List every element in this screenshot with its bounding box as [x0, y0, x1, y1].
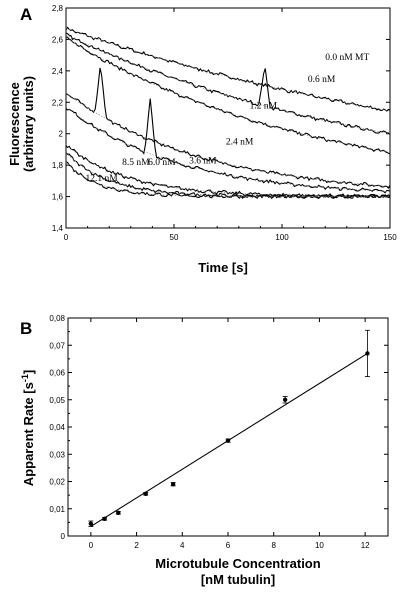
panel-a-y-tick-label: 2,6 — [52, 35, 64, 44]
panel-a-y-tick-label: 2 — [59, 130, 64, 139]
panel-b-y-tick-label: 0,06 — [49, 369, 65, 378]
panel-a-curve-label: 8.5 nM — [122, 158, 150, 168]
panel-a-curve-label: 0.0 nM MT — [325, 53, 369, 63]
panel-b-x-tick-label: 4 — [180, 541, 185, 550]
panel-a-x-tick-label: 0 — [64, 233, 69, 242]
panel-a-curve-label: 3.6 nM — [189, 157, 217, 167]
panel-b-x-tick-label: 10 — [315, 541, 324, 550]
panel-b-xlabel-line1: Microtubule Concentration — [155, 556, 320, 571]
panel-b-data-point — [116, 510, 121, 516]
panel-a-fit-curve — [65, 106, 391, 192]
panel-a-x-tick-label: 100 — [275, 233, 289, 242]
panel-a-x-tick-label: 50 — [170, 233, 179, 242]
panel-b-y-tick-label: 0 — [61, 532, 66, 541]
panel-a-plot-frame — [65, 7, 391, 229]
panel-b-xlabel-line2: [nM tubulin] — [201, 572, 275, 587]
panel-b-data-point — [143, 491, 148, 496]
panel-a-trace — [65, 32, 391, 135]
panel-a-fit-curve — [65, 28, 391, 112]
panel-a-y-tick-label: 1,8 — [52, 161, 64, 170]
panel-a-trace — [65, 98, 391, 194]
panel-a-curve-label: 2.4 nM — [226, 138, 254, 148]
panel-b-x-tick-label: 2 — [134, 541, 139, 550]
panel-a-chart: 0 50 100 150 1,4 1,6 1,8 2 2,2 2,4 2,6 2,8 0.0 nM MT… — [52, 4, 397, 242]
panel-b-data-point — [282, 397, 288, 402]
panel-a-y-tick-label: 1,4 — [52, 224, 64, 233]
panel-a-curve-label: 6.0 nM — [148, 158, 176, 168]
panel-a-fit-curve — [65, 34, 391, 134]
panel-a-trace — [65, 161, 391, 200]
panel-b-x-tick-label: 0 — [89, 541, 94, 550]
panel-b-ylabel-main: Apparent Rate [s — [21, 382, 36, 486]
panel-b-y-tick-label: 0,07 — [49, 341, 65, 350]
panel-a-curve-label: 0.6 nM — [308, 75, 336, 85]
panel-a-trace — [65, 36, 391, 155]
panel-b-data-point — [170, 482, 176, 487]
panel-a-fit-curve — [65, 92, 391, 187]
panel-a-xlabel: Time [s] — [198, 260, 248, 275]
panel-b-y-tick-label: 0,08 — [49, 314, 65, 323]
panel-a-curve-label: 1.2 nM — [250, 102, 278, 112]
panel-b-y-tick-label: 0,04 — [49, 423, 65, 432]
panel-b-data-point — [88, 521, 94, 526]
panel-a-ylabel-line2: (arbitrary units) — [21, 76, 36, 172]
panel-b-chart: 0 2 4 6 8 10 12 0 0,01 0,02 0,03 0,04 0,05 0,06 0,07 0,… — [49, 314, 389, 550]
panel-b-y-tick-label: 0,05 — [49, 396, 65, 405]
panel-b-x-tick-label: 6 — [226, 541, 231, 550]
panel-b-x-tick-label: 12 — [361, 541, 370, 550]
panel-a-ylabel-line1: Fluorescence — [7, 82, 22, 166]
panel-b-x-tick-label: 8 — [271, 541, 276, 550]
panel-a-curve-label: 12.1 nM — [85, 174, 118, 184]
panel-a-trace — [65, 145, 391, 199]
panel-b-ylabel-end: ] — [21, 370, 36, 374]
panel-a-y-tick-label: 2,2 — [52, 98, 64, 107]
panel-b-data-point — [365, 351, 370, 356]
panel-b-plot-frame — [67, 317, 389, 537]
panel-b-letter: B — [20, 319, 32, 338]
panel-a-trace — [65, 26, 391, 112]
panel-b-data-point — [102, 516, 107, 522]
panel-a-x-tick-label: 150 — [383, 233, 397, 242]
panel-b-data-point — [225, 438, 231, 443]
panel-b-ylabel: Apparent Rate [s-1] — [20, 370, 36, 486]
panel-a-trace — [65, 67, 391, 190]
panel-b-y-tick-label: 0,02 — [49, 478, 65, 487]
panel-b-ylabel-sup: -1 — [20, 374, 30, 382]
panel-b-y-tick-label: 0,03 — [49, 450, 65, 459]
panel-a-y-tick-label: 1,6 — [52, 193, 64, 202]
panel-b-y-tick-label: 0,01 — [49, 505, 65, 514]
panel-a-y-tick-label: 2,4 — [52, 67, 64, 76]
panel-a-letter: A — [20, 5, 32, 24]
panel-a-y-tick-label: 2,8 — [52, 4, 64, 13]
